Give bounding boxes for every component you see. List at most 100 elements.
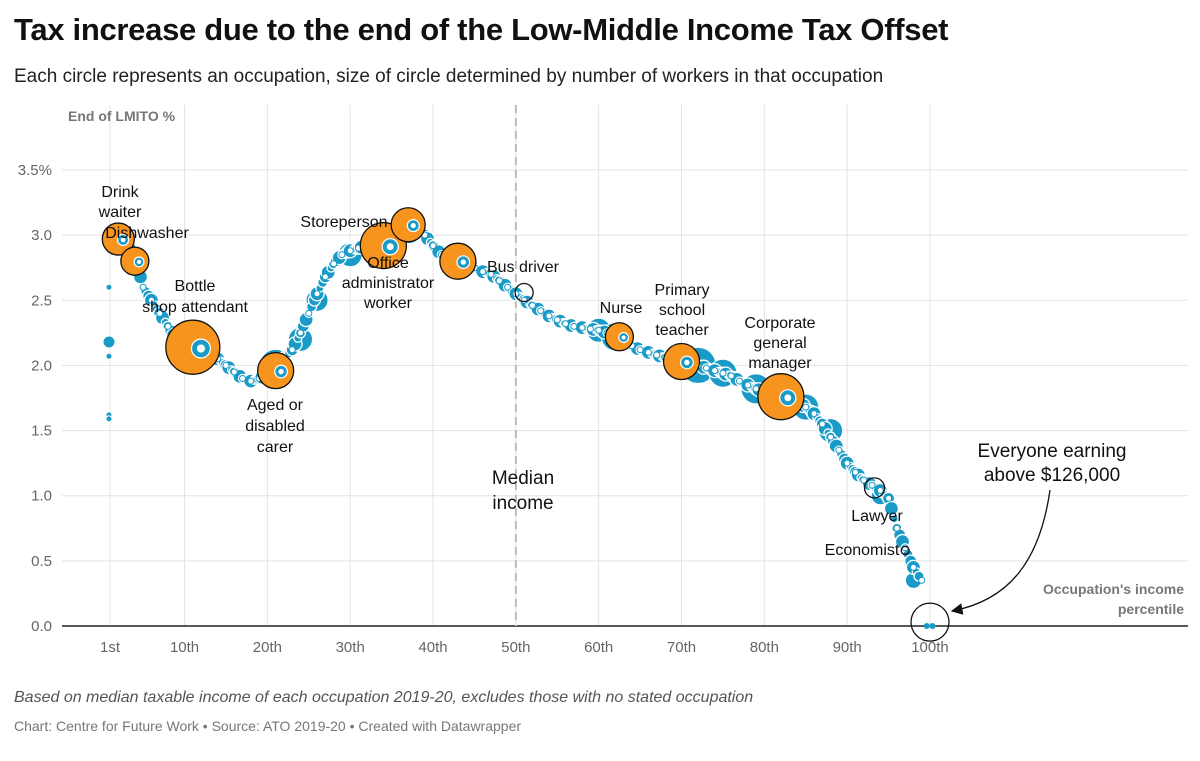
occupation-bubble (321, 273, 329, 281)
y-axis-title: End of LMITO % (68, 108, 176, 124)
outlier-bubble (105, 352, 113, 360)
x-tick-label: 20th (253, 639, 282, 656)
x-tick-label: 60th (584, 639, 613, 656)
occupation-bubble (313, 290, 321, 298)
occupation-bubble (889, 514, 899, 524)
label-office-administrator: administrator (342, 275, 435, 292)
label-corporate-manager: manager (748, 355, 812, 372)
occupation-bubble (120, 237, 126, 243)
x-tick-label: 50th (501, 639, 530, 656)
occupation-bubble (885, 494, 893, 502)
occupation-bubble (487, 270, 495, 278)
label-aged-carer: disabled (245, 418, 305, 435)
occupation-bubble (851, 468, 859, 476)
label-corporate-manager: Corporate (744, 315, 815, 332)
occupation-bubble (636, 346, 644, 354)
x-tick-label: 70th (667, 639, 696, 656)
occupation-bubble (410, 223, 416, 229)
occupation-bubble (136, 259, 142, 264)
occupation-bubble (479, 268, 487, 276)
occupation-bubble (827, 433, 835, 441)
y-tick-label: 1.5 (31, 423, 52, 440)
label-economist: Economist (825, 542, 900, 559)
label-bottle-shop-attendant: shop attendant (142, 299, 248, 316)
label-everyone-above: Everyone earning (978, 441, 1127, 462)
occupation-bubble (735, 377, 743, 385)
occupation-bubble (818, 420, 826, 428)
occupation-bubble (346, 247, 354, 255)
label-bus-driver: Bus driver (487, 259, 560, 276)
occupation-bubble (744, 381, 752, 389)
chart-note: Based on median taxable income of each o… (14, 689, 754, 706)
occupation-bubble (164, 322, 172, 330)
occupation-bubble (893, 524, 901, 532)
label-corporate-manager: general (753, 335, 806, 352)
occupation-bubble (545, 312, 553, 320)
occupation-bubble (901, 544, 909, 552)
occupation-bubble (586, 325, 594, 333)
label-dishwasher: Dishwasher (105, 225, 189, 242)
occupation-bubble (338, 251, 346, 259)
chart-credit: Chart: Centre for Future Work • Source: … (14, 718, 522, 734)
y-tick-label: 0.0 (31, 618, 52, 635)
label-bottle-shop-attendant: Bottle (175, 278, 216, 295)
occupation-bubble (537, 307, 545, 315)
x-tick-label: 80th (750, 639, 779, 656)
occupation-bubble (222, 361, 230, 369)
chart-subtitle: Each circle represents an occupation, si… (14, 66, 884, 87)
occupation-bubble (520, 296, 528, 304)
label-lawyer: Lawyer (851, 508, 903, 525)
occupation-bubble (247, 377, 255, 385)
label-drink-waiter: waiter (98, 204, 142, 221)
y-tick-label: 3.5% (18, 162, 52, 179)
occupation-bubble (288, 346, 296, 354)
occupation-bubble (835, 446, 843, 454)
occupation-bubble (196, 344, 205, 353)
y-tick-label: 3.0 (31, 227, 52, 244)
occupation-bubble (868, 481, 876, 489)
occupation-bubble (860, 476, 868, 484)
occupation-bubble (278, 368, 284, 375)
occupation-bubble (719, 369, 727, 377)
occupation-bubble (429, 242, 437, 250)
occupation-bubble (727, 372, 735, 380)
occupation-bubble (644, 348, 652, 356)
label-primary-teacher: Primary (654, 282, 709, 299)
x-tick-label: 90th (833, 639, 862, 656)
label-primary-teacher: school (659, 302, 705, 319)
y-tick-label: 2.5 (31, 292, 52, 309)
occupation-bubble (578, 324, 586, 332)
outlier-bubble (105, 415, 113, 423)
occupation-bubble (460, 259, 466, 265)
label-nurse: Nurse (600, 300, 643, 317)
occupation-bubble (621, 335, 626, 340)
occupation-bubble (684, 359, 690, 366)
outlier-bubble (102, 335, 116, 349)
occupation-bubble (305, 309, 313, 317)
y-tick-label: 1.0 (31, 488, 52, 505)
x-tick-label: 1st (100, 639, 121, 656)
label-primary-teacher: teacher (655, 322, 709, 339)
label-office-administrator: Office (367, 255, 409, 272)
occupation-bubble (139, 283, 147, 291)
label-office-administrator: worker (363, 295, 413, 312)
label-median-income: income (492, 493, 553, 514)
occupation-bubble (156, 309, 164, 317)
occupation-bubble (528, 301, 536, 309)
x-tick-label: 30th (336, 639, 365, 656)
occupation-bubble (495, 277, 503, 285)
highlighted-occupation (910, 602, 950, 642)
occupation-bubble (239, 374, 247, 382)
occupation-bubble (876, 487, 884, 495)
occupation-bubble (802, 403, 810, 411)
occupation-bubble (297, 329, 305, 337)
label-storeperson: Storeperson (300, 214, 387, 231)
occupation-bubble (653, 351, 661, 359)
occupation-bubble (562, 320, 570, 328)
label-aged-carer: Aged or (247, 397, 304, 414)
occupation-bubble (330, 260, 338, 268)
label-drink-waiter: Drink (101, 184, 139, 201)
occupation-bubble (810, 410, 818, 418)
x-tick-label: 100th (911, 639, 949, 656)
